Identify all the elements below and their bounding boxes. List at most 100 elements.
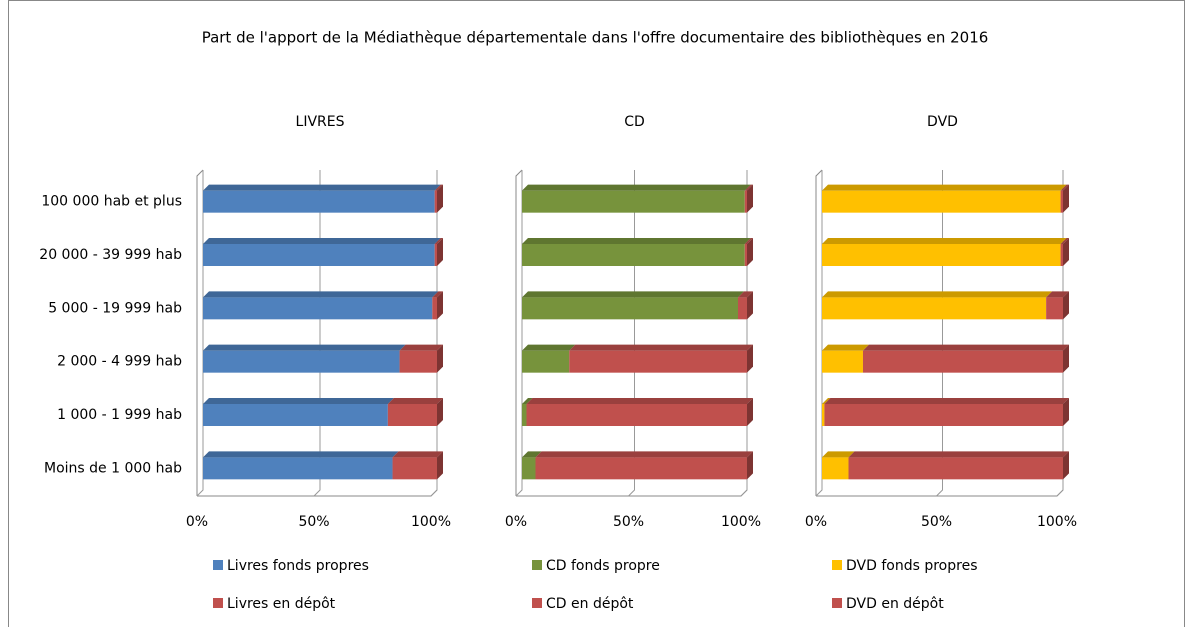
bar-top [822, 184, 1067, 191]
bar [203, 457, 393, 480]
legend-swatch [832, 598, 842, 608]
bar-top [822, 344, 869, 351]
legend-label: Livres en dépôt [227, 596, 336, 612]
bar-side [1063, 344, 1069, 373]
bar [744, 244, 747, 266]
grid-line [313, 170, 321, 497]
y-tick-label: 20 000 - 39 999 hab [39, 247, 182, 263]
y-tick-label: Moins de 1 000 hab [44, 460, 182, 476]
bar-side [437, 238, 443, 266]
bar-top [203, 344, 406, 351]
bar-top [387, 398, 443, 404]
bar-top [1060, 238, 1069, 244]
bar-top [822, 398, 831, 404]
legend-label: CD en dépôt [546, 596, 634, 612]
bar-top [848, 451, 1069, 458]
legend-label: DVD en dépôt [846, 596, 944, 612]
bar [203, 190, 435, 213]
bar [522, 350, 570, 373]
bar-top [432, 291, 443, 298]
y-tick-label: 100 000 hab et plus [41, 194, 182, 210]
bar [822, 244, 1061, 266]
legend-swatch [213, 560, 223, 570]
x-tick-label: 0% [505, 514, 527, 530]
bar [744, 190, 747, 213]
subplot-title: DVD [927, 114, 958, 130]
bar-side [1063, 238, 1069, 266]
axis-wall [196, 169, 204, 496]
bar-top [522, 344, 576, 351]
x-tick-label: 0% [805, 514, 827, 530]
bar-top [822, 451, 855, 458]
legend-swatch [532, 598, 542, 608]
grid-line [815, 170, 823, 497]
bar [522, 190, 745, 213]
bar-top [1060, 184, 1069, 191]
legend-swatch [532, 560, 542, 570]
bar-top [203, 398, 394, 404]
bar [822, 350, 863, 373]
bar [399, 350, 437, 373]
grid-line [1056, 170, 1064, 497]
bar [822, 190, 1061, 213]
bar [203, 350, 400, 373]
bar [738, 297, 747, 320]
bar [432, 297, 437, 320]
bar [1046, 297, 1063, 320]
y-tick-label: 2 000 - 4 999 hab [57, 354, 182, 370]
bar [522, 297, 738, 320]
bar [1060, 244, 1063, 266]
legend-label: Livres fonds propres [227, 558, 369, 574]
bar-side [437, 184, 443, 213]
legend-label: CD fonds propre [546, 558, 660, 574]
axis-wall [815, 169, 823, 496]
bar-side [437, 344, 443, 373]
bar-side [437, 451, 443, 480]
bar-top [522, 238, 751, 244]
grid-line [430, 170, 438, 497]
bar-top [434, 238, 443, 244]
bar-top [1046, 291, 1069, 298]
axis-wall [515, 169, 523, 496]
bar-side [747, 238, 753, 266]
bar-top [822, 238, 1067, 244]
bar-top [203, 291, 439, 298]
bar-top [203, 451, 399, 458]
bar [526, 404, 747, 426]
bar-top [744, 238, 753, 244]
bar-top [738, 291, 753, 298]
bar-side [437, 291, 443, 320]
x-tick-label: 50% [921, 514, 952, 530]
legend-label: DVD fonds propres [846, 558, 977, 574]
x-tick-label: 100% [1037, 514, 1077, 530]
bar [203, 297, 433, 320]
bar-top [522, 451, 542, 458]
bar [862, 350, 1063, 373]
bar-top [569, 344, 753, 351]
bar-top [434, 184, 443, 191]
bar-top [522, 184, 751, 191]
bar [522, 404, 527, 426]
x-tick-label: 100% [411, 514, 451, 530]
grid-line [515, 170, 523, 497]
bar [392, 457, 437, 480]
bar-top [203, 238, 441, 244]
bar [203, 404, 388, 426]
bar [387, 404, 437, 426]
bar-top [399, 344, 443, 351]
bar [822, 404, 825, 426]
bar-side [1063, 398, 1069, 426]
bar-side [1063, 184, 1069, 213]
bar-top [822, 291, 1053, 298]
bar [822, 457, 849, 480]
bar [535, 457, 747, 480]
bar [822, 297, 1047, 320]
grid-line [628, 170, 635, 497]
bar-side [747, 291, 753, 320]
bar-side [747, 398, 753, 426]
bar [848, 457, 1063, 480]
bar [1060, 190, 1063, 213]
bar [522, 244, 745, 266]
bar-side [747, 451, 753, 480]
